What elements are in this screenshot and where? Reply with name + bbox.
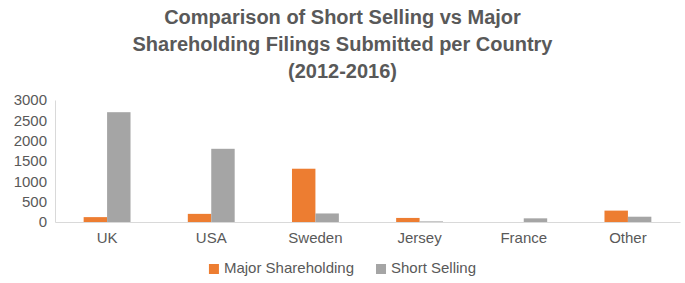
legend-label: Short Selling [391, 259, 476, 276]
title-line: Comparison of Short Selling vs Major [164, 6, 521, 28]
x-tick-label: Jersey [397, 229, 442, 246]
bar [315, 213, 338, 222]
x-tick: UK [97, 222, 118, 246]
legend: Major Shareholding Short Selling [209, 259, 476, 276]
legend-item: Major Shareholding [209, 259, 354, 276]
x-axis: UK USA Sweden Jersey France Other [56, 222, 681, 246]
x-tick: Other [609, 222, 647, 246]
y-tick-label: 2000 [14, 132, 47, 149]
y-tick: 500 [22, 193, 55, 210]
chart-container: Comparison of Short Selling vs Major Shar… [0, 0, 685, 283]
y-axis: 0 500 1000 1500 2000 2500 3000 [14, 91, 56, 230]
title-line: Shareholding Filings Submitted per Count… [132, 33, 553, 55]
y-tick-label: 1000 [14, 173, 47, 190]
bar [107, 112, 130, 222]
x-tick-label: Sweden [288, 229, 342, 246]
legend-label: Major Shareholding [224, 259, 354, 276]
chart-svg: Comparison of Short Selling vs Major Shar… [0, 0, 685, 283]
y-tick: 2500 [14, 112, 55, 129]
x-tick-label: UK [97, 229, 118, 246]
y-tick-label: 0 [39, 213, 47, 230]
plot: 0 500 1000 1500 2000 2500 3000 UK USA Sweden Jerse… [14, 91, 681, 245]
bar [396, 218, 419, 222]
y-tick: 1000 [14, 173, 55, 190]
bar [84, 217, 107, 222]
bar [188, 214, 211, 222]
x-tick-label: France [500, 229, 547, 246]
y-tick: 0 [39, 213, 55, 230]
y-tick-label: 1500 [14, 152, 47, 169]
legend-swatch [209, 264, 219, 274]
title-line: (2012-2016) [288, 60, 397, 82]
x-tick: Jersey [397, 222, 442, 246]
x-tick: France [500, 222, 547, 246]
y-tick-label: 2500 [14, 112, 47, 129]
y-tick-label: 500 [22, 193, 47, 210]
y-tick: 3000 [14, 91, 55, 108]
bar [420, 221, 443, 222]
y-tick: 2000 [14, 132, 55, 149]
bar [524, 218, 547, 222]
bar [211, 149, 234, 222]
x-axis-line [56, 222, 681, 223]
bar [604, 211, 627, 222]
legend-swatch [376, 264, 386, 274]
y-axis-line [55, 101, 56, 223]
bar [500, 222, 523, 223]
bar [292, 169, 315, 222]
x-tick-label: USA [196, 229, 227, 246]
bars [84, 112, 652, 222]
bar [628, 217, 651, 222]
y-tick: 1500 [14, 152, 55, 169]
title: Comparison of Short Selling vs Major Shar… [132, 6, 553, 82]
legend-item: Short Selling [376, 259, 476, 276]
y-tick-label: 3000 [14, 91, 47, 108]
x-tick-label: Other [609, 229, 647, 246]
x-tick: USA [196, 222, 227, 246]
x-tick: Sweden [288, 222, 342, 246]
